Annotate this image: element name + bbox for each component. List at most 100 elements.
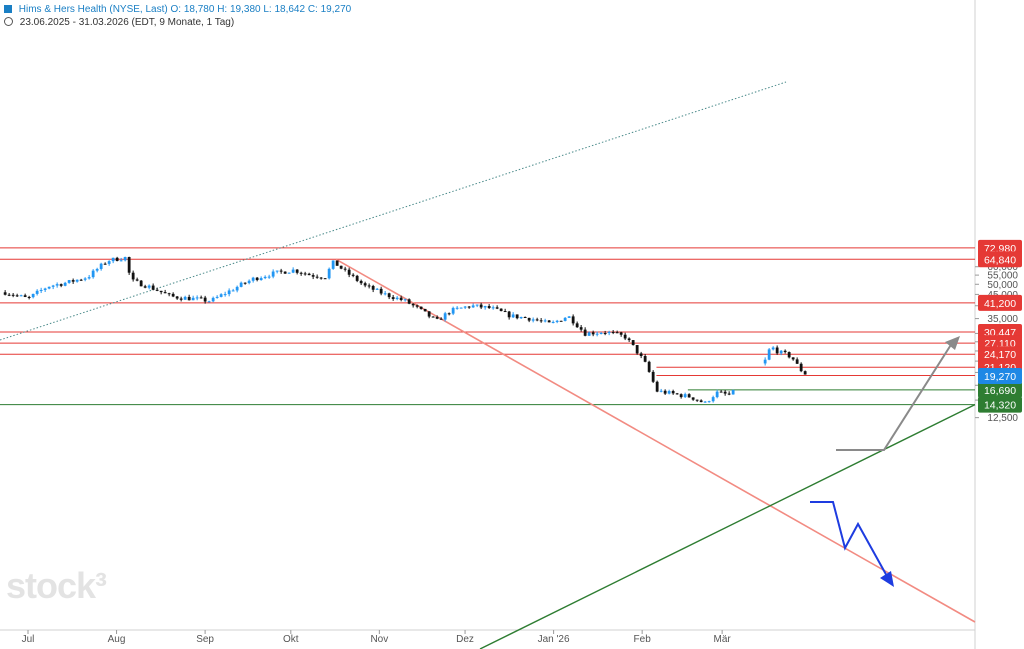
candle-body <box>367 285 371 287</box>
candle-body <box>627 338 631 341</box>
candle-body <box>35 290 39 294</box>
candle-body <box>803 371 807 375</box>
bullish-arrow-head <box>945 336 960 350</box>
candle-body <box>3 292 7 295</box>
candle-body <box>123 257 127 261</box>
candle-body <box>319 277 323 279</box>
candle-body <box>695 399 699 401</box>
bearish-arrow-head <box>880 571 894 587</box>
date-range: 23.06.2025 - 31.03.2026 <box>19 17 129 28</box>
candle-body <box>631 340 635 346</box>
last-price-label: 19,270 <box>984 371 1016 383</box>
candle-body <box>143 286 147 288</box>
candle-body <box>207 301 211 303</box>
candle-body <box>411 303 415 306</box>
candle-body <box>487 306 491 308</box>
support-label: 14,320 <box>984 400 1016 412</box>
support-label-box <box>978 396 1022 413</box>
support-label-box <box>978 381 1022 398</box>
candle-body <box>259 278 263 281</box>
candle-body <box>83 278 87 280</box>
candle-body <box>343 268 347 270</box>
candle-body <box>715 391 719 398</box>
candle-body <box>787 352 791 358</box>
candle-body <box>43 288 47 290</box>
candle-body <box>31 293 35 298</box>
x-tick-label: Okt <box>283 634 299 645</box>
candle-body <box>763 359 767 364</box>
candle-body <box>443 313 447 320</box>
candle-body <box>623 334 627 339</box>
candle-body <box>795 359 799 364</box>
candle-body <box>511 314 515 318</box>
candle-body <box>199 297 203 299</box>
candle-body <box>663 390 667 394</box>
candle-body <box>571 316 575 324</box>
candle-body <box>287 272 291 274</box>
candle-body <box>183 296 187 300</box>
x-tick-label: Dez <box>456 634 474 645</box>
candle-body <box>731 389 735 395</box>
candle-body <box>347 269 351 275</box>
candle-body <box>555 320 559 322</box>
instrument-title[interactable]: Hims & Hers Health (NYSE, Last) <box>18 4 168 15</box>
candle-body <box>499 308 503 312</box>
candle-body <box>7 294 11 296</box>
candle-body <box>791 357 795 360</box>
candle-body <box>607 331 611 334</box>
candle-body <box>719 391 723 393</box>
candle-body <box>187 296 191 301</box>
candle-body <box>171 293 175 297</box>
candle-body <box>47 286 51 289</box>
candle-body <box>167 293 171 295</box>
resistance-label-box <box>978 251 1022 268</box>
candle-body <box>675 393 679 395</box>
bullish-scenario-arrow <box>836 339 955 451</box>
candle-body <box>227 290 231 295</box>
candle-body <box>131 272 135 280</box>
last-price-label-box <box>978 368 1022 385</box>
candle-body <box>27 296 31 298</box>
clock-icon <box>4 17 13 26</box>
candle-body <box>579 327 583 330</box>
candle-body <box>247 280 251 284</box>
candle-body <box>707 401 711 403</box>
candle-body <box>235 286 239 291</box>
candle-body <box>639 353 643 357</box>
candle-body <box>783 350 787 353</box>
candle-body <box>455 307 459 309</box>
candle-body <box>55 284 59 286</box>
candle-body <box>323 278 327 280</box>
x-tick-label: Feb <box>634 634 652 645</box>
candle-body <box>335 260 339 266</box>
candle-body <box>799 363 803 372</box>
candle-body <box>299 272 303 274</box>
candle-body <box>495 307 499 309</box>
x-tick-label: Nov <box>370 634 388 645</box>
candle-body <box>559 320 563 322</box>
candle-body <box>275 270 279 272</box>
candle-body <box>243 282 247 284</box>
candle-body <box>327 268 331 279</box>
candle-body <box>363 283 367 286</box>
candle-body <box>339 265 343 269</box>
dotted-trendline <box>0 81 787 341</box>
candle-body <box>191 297 195 301</box>
candle-body <box>163 292 167 294</box>
candle-body <box>307 273 311 276</box>
x-tick-label: Aug <box>108 634 126 645</box>
candle-body <box>379 288 383 294</box>
candle-body <box>423 308 427 312</box>
candle-body <box>711 397 715 402</box>
downtrend-line <box>335 258 976 623</box>
candle-body <box>687 394 691 398</box>
candle-body <box>583 329 587 336</box>
uptrend-support-line <box>479 403 976 649</box>
candle-body <box>767 349 771 360</box>
candle-body <box>15 295 19 297</box>
candle-body <box>611 331 615 333</box>
candle-body <box>467 306 471 308</box>
candle-body <box>151 285 155 290</box>
